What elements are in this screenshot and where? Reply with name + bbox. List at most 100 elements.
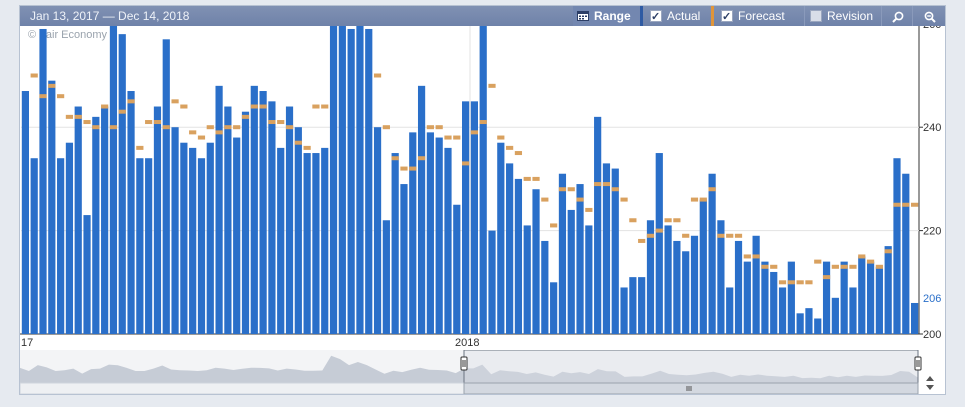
- navigator-overview-area: [20, 355, 918, 383]
- actual-bar: [673, 240, 681, 334]
- actual-bar: [48, 80, 56, 334]
- forecast-marker: [136, 145, 144, 150]
- actual-bar: [153, 106, 162, 335]
- actual-bar: [329, 26, 338, 334]
- forecast-marker: [594, 182, 602, 187]
- forecast-marker: [805, 280, 813, 285]
- forecast-marker: [400, 166, 408, 171]
- forecast-toggle[interactable]: Forecast: [717, 6, 805, 27]
- navigator-right-handle[interactable]: [914, 356, 922, 371]
- calendar-icon: [577, 7, 589, 27]
- zoom-out-button[interactable]: [914, 6, 945, 26]
- actual-bar: [576, 184, 584, 334]
- forecast-checkbox[interactable]: [721, 7, 733, 27]
- actual-bar: [875, 266, 883, 334]
- x-axis-ticks: 17 2018: [21, 337, 479, 349]
- actual-bar: [462, 101, 470, 334]
- actual-bar: [391, 153, 399, 334]
- actual-bar: [506, 163, 514, 334]
- forecast-marker: [726, 233, 734, 238]
- forecast-marker: [796, 280, 804, 285]
- forecast-marker: [752, 254, 760, 259]
- forecast-marker: [620, 197, 628, 202]
- actual-bar: [743, 261, 751, 334]
- actual-bar: [321, 147, 329, 334]
- actual-bar: [655, 153, 663, 334]
- range-navigator[interactable]: [20, 350, 945, 394]
- forecast-marker: [153, 120, 162, 125]
- navigator-left-handle[interactable]: [460, 356, 468, 371]
- actual-bar: [233, 137, 241, 334]
- forecast-marker: [109, 125, 118, 130]
- forecast-marker: [224, 125, 232, 130]
- forecast-marker: [277, 120, 285, 125]
- actual-bar: [215, 85, 223, 334]
- revision-toggle[interactable]: Revision: [806, 6, 882, 26]
- forecast-marker: [822, 275, 831, 280]
- actual-bar: [488, 230, 496, 334]
- range-button[interactable]: Range: [573, 6, 643, 26]
- forecast-marker: [444, 135, 452, 140]
- actual-bar: [726, 287, 734, 334]
- actual-bar: [550, 282, 558, 334]
- y-tick-label: 200: [923, 329, 941, 341]
- navigator-selection[interactable]: [463, 350, 919, 384]
- chart-widget: Jan 13, 2017 — Dec 14, 2018 Range Actual…: [19, 5, 946, 395]
- actual-bar: [646, 220, 655, 334]
- forecast-marker: [611, 187, 619, 192]
- forecast-marker: [770, 264, 778, 269]
- forecast-marker: [206, 125, 214, 130]
- forecast-marker: [171, 99, 179, 104]
- forecast-marker: [453, 135, 461, 140]
- actual-bar: [638, 277, 646, 334]
- forecast-marker: [65, 114, 74, 119]
- forecast-marker: [673, 218, 681, 223]
- actual-bar: [180, 142, 188, 334]
- actual-bars: [21, 26, 919, 335]
- actual-bar: [611, 168, 619, 334]
- y-tick-label: 260: [923, 26, 941, 31]
- actual-bar: [250, 85, 258, 334]
- forecast-marker: [787, 280, 795, 285]
- actual-bar: [145, 158, 153, 334]
- actual-bar: [74, 106, 82, 335]
- source-watermark: © Fair Economy: [28, 29, 108, 41]
- x-tick-label: 17: [21, 337, 33, 349]
- actual-bar: [814, 318, 822, 334]
- forecast-marker: [664, 218, 672, 223]
- x-tick-label: 2018: [455, 337, 479, 349]
- actual-bar: [189, 147, 197, 334]
- forecast-marker: [682, 233, 690, 238]
- scroll-up-down-icon[interactable]: [926, 376, 934, 390]
- actual-checkbox[interactable]: [650, 7, 662, 27]
- forecast-marker: [303, 145, 311, 150]
- forecast-marker: [294, 140, 302, 145]
- zoom-out-icon: [924, 11, 936, 23]
- actual-bar: [778, 287, 787, 334]
- actual-bar: [277, 147, 285, 334]
- forecast-marker: [321, 104, 329, 109]
- actual-bar: [831, 297, 839, 334]
- actual-bar: [682, 251, 690, 334]
- forecast-marker: [858, 254, 866, 259]
- actual-bar: [497, 142, 505, 334]
- actual-bar: [259, 91, 267, 334]
- actual-bar: [197, 158, 206, 334]
- actual-bar: [787, 261, 795, 334]
- forecast-marker: [558, 187, 567, 192]
- forecast-marker: [57, 94, 65, 99]
- forecast-marker: [778, 280, 787, 285]
- actual-bar: [822, 261, 831, 334]
- forecast-marker: [382, 125, 390, 130]
- actual-bar: [382, 220, 390, 334]
- actual-bar: [840, 261, 848, 334]
- forecast-marker: [761, 264, 769, 269]
- forecast-marker: [699, 197, 707, 202]
- zoom-in-button[interactable]: [883, 6, 913, 26]
- actual-bar: [761, 261, 769, 334]
- actual-toggle[interactable]: Actual: [646, 6, 714, 27]
- revision-checkbox[interactable]: [810, 9, 822, 22]
- forecast-marker: [479, 120, 487, 125]
- forecast-marker: [585, 207, 593, 212]
